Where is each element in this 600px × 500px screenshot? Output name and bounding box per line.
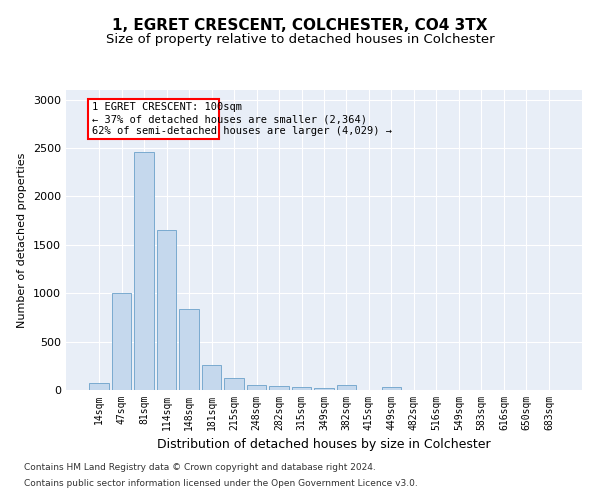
Bar [224, 378, 244, 390]
X-axis label: Distribution of detached houses by size in Colchester: Distribution of detached houses by size … [157, 438, 491, 452]
Text: Contains HM Land Registry data © Crown copyright and database right 2024.: Contains HM Land Registry data © Crown c… [24, 464, 376, 472]
Text: Contains public sector information licensed under the Open Government Licence v3: Contains public sector information licen… [24, 478, 418, 488]
Text: 1, EGRET CRESCENT, COLCHESTER, CO4 3TX: 1, EGRET CRESCENT, COLCHESTER, CO4 3TX [112, 18, 488, 32]
Text: ← 37% of detached houses are smaller (2,364): ← 37% of detached houses are smaller (2,… [92, 114, 367, 124]
Bar [314, 388, 334, 390]
Text: 62% of semi-detached houses are larger (4,029) →: 62% of semi-detached houses are larger (… [92, 126, 392, 136]
Bar [337, 385, 356, 390]
Bar [89, 382, 109, 390]
Text: Size of property relative to detached houses in Colchester: Size of property relative to detached ho… [106, 32, 494, 46]
Bar [292, 387, 311, 390]
Bar [382, 387, 401, 390]
Bar [202, 365, 221, 390]
Bar [88, 98, 219, 140]
Y-axis label: Number of detached properties: Number of detached properties [17, 152, 28, 328]
Bar [157, 230, 176, 390]
Text: 1 EGRET CRESCENT: 100sqm: 1 EGRET CRESCENT: 100sqm [92, 102, 242, 112]
Bar [112, 293, 131, 390]
Bar [247, 384, 266, 390]
Bar [269, 386, 289, 390]
Bar [179, 308, 199, 390]
Bar [134, 152, 154, 390]
